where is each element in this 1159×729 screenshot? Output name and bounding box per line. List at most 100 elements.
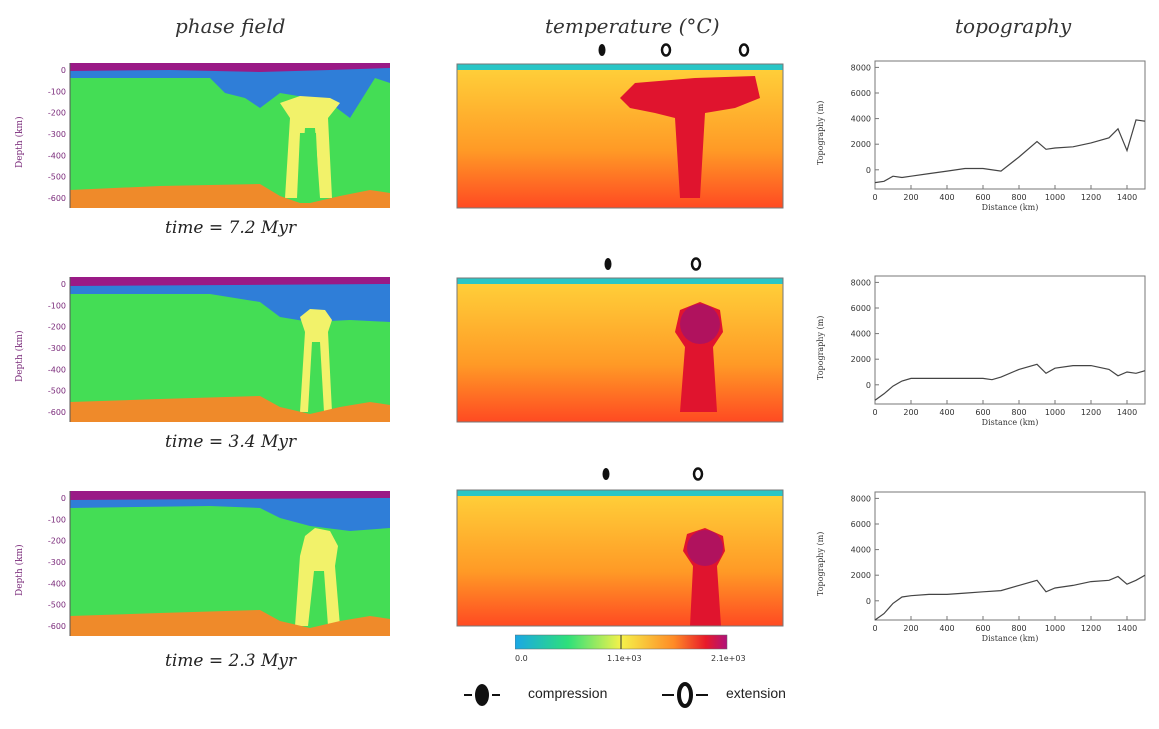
x-axis-label: Distance (km) <box>982 418 1039 427</box>
plot-frame <box>874 491 1146 621</box>
phase-depth-label: Depth (km) <box>14 330 25 382</box>
extension-marker-icon <box>738 43 750 57</box>
phase-depth-tick: -400 <box>48 365 66 374</box>
phase-depth-tick: -300 <box>48 130 66 139</box>
phase-depth-tick: -600 <box>48 194 66 203</box>
topography-series-line <box>874 119 1146 184</box>
phase-depth-tick: 0 <box>61 280 66 289</box>
phase-depth-tick: -600 <box>48 622 66 631</box>
x-tick-label: 200 <box>903 408 918 417</box>
y-tick-label: 6000 <box>851 520 871 529</box>
x-tick-label: 1200 <box>1081 408 1101 417</box>
y-tick-label: 2000 <box>851 355 871 364</box>
x-tick-label: 200 <box>903 624 918 633</box>
colorbar: 0.0 1.1e+03 2.1e+03 <box>515 634 746 663</box>
temperature-panel-row3 <box>456 489 784 627</box>
x-tick-label: 1000 <box>1045 193 1065 202</box>
x-tick-label: 600 <box>975 193 990 202</box>
compression-symbol-icon <box>464 684 500 706</box>
phase-depth-tick: -500 <box>48 387 66 396</box>
phase-depth-tick: -200 <box>48 537 66 546</box>
phase-axis-labels-row2: 0 -100 -200 -300 -400 -500 -600 Depth (km) <box>14 280 66 417</box>
y-axis-label: Topography (m) <box>816 101 825 165</box>
y-tick-label: 8000 <box>851 63 871 72</box>
x-tick-label: 1000 <box>1045 408 1065 417</box>
colorbar-tick-mid: 1.1e+03 <box>607 654 642 663</box>
time-label-row2: time = 3.4 Myr <box>165 432 297 452</box>
x-tick-label: 400 <box>939 193 954 202</box>
phase-field-panel-row1 <box>69 63 390 208</box>
phase-depth-tick: -400 <box>48 151 66 160</box>
temperature-title: temperature (°C) <box>545 14 720 38</box>
x-tick-label: 1400 <box>1117 624 1137 633</box>
colorbar-tick-max: 2.1e+03 <box>711 654 746 663</box>
y-axis-label: Topography (m) <box>816 316 825 380</box>
y-tick-label: 8000 <box>851 278 871 287</box>
y-tick-label: 0 <box>866 597 871 606</box>
phase-field-panel-row2 <box>69 277 390 422</box>
phase-depth-tick: -100 <box>48 87 66 96</box>
y-axis-label: Topography (m) <box>816 532 825 596</box>
phase-depth-tick: -100 <box>48 301 66 310</box>
x-tick-label: 600 <box>975 408 990 417</box>
x-tick-label: 0 <box>872 193 877 202</box>
y-tick-label: 4000 <box>851 115 871 124</box>
topography-chart-row1: 8000 6000 4000 2000 0 0 200 400 600 800 1000 1200 14… <box>816 60 1146 212</box>
topography-chart-row2: 8000 6000 4000 2000 0 0 200 400 600 800 1000 1200 14… <box>816 275 1146 427</box>
extension-symbol-icon <box>662 682 708 708</box>
x-tick-label: 1400 <box>1117 193 1137 202</box>
y-tick-label: 6000 <box>851 304 871 313</box>
y-tick-label: 6000 <box>851 89 871 98</box>
temperature-panel-row2 <box>456 277 784 423</box>
y-tick-label: 0 <box>866 166 871 175</box>
legend-extension-label: extension <box>726 685 786 701</box>
topography-series-line <box>874 363 1146 401</box>
x-tick-label: 1000 <box>1045 624 1065 633</box>
x-tick-label: 1400 <box>1117 408 1137 417</box>
time-label-row1: time = 7.2 Myr <box>165 218 297 238</box>
phase-depth-tick: -400 <box>48 579 66 588</box>
temperature-panel-row1 <box>456 63 784 209</box>
y-tick-label: 8000 <box>851 494 871 503</box>
x-tick-label: 0 <box>872 408 877 417</box>
compression-marker-icon <box>604 258 612 270</box>
legend-compression-label: compression <box>528 685 608 701</box>
phase-depth-tick: -300 <box>48 344 66 353</box>
x-tick-label: 400 <box>939 408 954 417</box>
compression-marker-icon <box>598 44 606 56</box>
x-tick-label: 1200 <box>1081 193 1101 202</box>
x-tick-label: 200 <box>903 193 918 202</box>
time-label-row3: time = 2.3 Myr <box>165 651 297 671</box>
plot-frame <box>874 275 1146 405</box>
y-tick-label: 4000 <box>851 546 871 555</box>
x-tick-label: 1200 <box>1081 624 1101 633</box>
topography-series-line <box>874 574 1146 621</box>
phase-depth-tick: -200 <box>48 109 66 118</box>
phase-axis-labels-row3: 0 -100 -200 -300 -400 -500 -600 Depth (km) <box>14 494 66 631</box>
phase-depth-tick: 0 <box>61 66 66 75</box>
phase-depth-tick: -500 <box>48 601 66 610</box>
phase-depth-label: Depth (km) <box>14 116 25 168</box>
topography-title: topography <box>955 14 1072 38</box>
x-tick-label: 800 <box>1011 193 1026 202</box>
compression-marker-icon <box>602 468 610 480</box>
colorbar-tick-min: 0.0 <box>515 654 528 663</box>
x-tick-label: 800 <box>1011 624 1026 633</box>
phase-depth-tick: -600 <box>48 408 66 417</box>
y-tick-label: 4000 <box>851 330 871 339</box>
extension-marker-icon <box>692 467 704 481</box>
x-tick-label: 800 <box>1011 408 1026 417</box>
plot-frame <box>874 60 1146 190</box>
x-axis-label: Distance (km) <box>982 634 1039 643</box>
phase-depth-tick: -300 <box>48 558 66 567</box>
x-axis-label: Distance (km) <box>982 203 1039 212</box>
extension-marker-icon <box>660 43 672 57</box>
phase-depth-tick: -200 <box>48 323 66 332</box>
x-tick-label: 600 <box>975 624 990 633</box>
phase-depth-label: Depth (km) <box>14 544 25 596</box>
phase-axis-labels-row1: 0 -100 -200 -300 -400 -500 -600 Depth (km) <box>14 66 66 203</box>
y-tick-label: 2000 <box>851 140 871 149</box>
y-tick-label: 0 <box>866 381 871 390</box>
y-tick-label: 2000 <box>851 571 871 580</box>
phase-depth-tick: -500 <box>48 173 66 182</box>
